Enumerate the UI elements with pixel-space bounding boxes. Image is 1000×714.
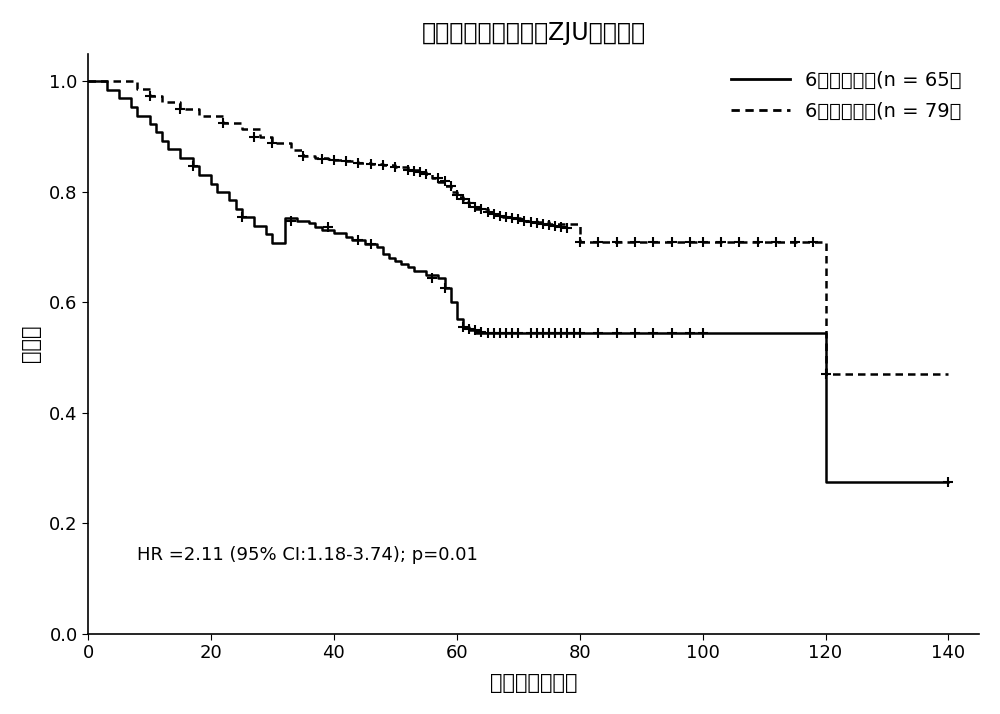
Y-axis label: 生存率: 生存率	[21, 325, 41, 363]
X-axis label: 生存时间（月）: 生存时间（月）	[490, 673, 577, 693]
Text: HR =2.11 (95% CI:1.18-3.74); p=0.01: HR =2.11 (95% CI:1.18-3.74); p=0.01	[137, 546, 478, 564]
Title: 非超突变型直肠癌（ZJU数据集）: 非超突变型直肠癌（ZJU数据集）	[422, 21, 646, 45]
Legend: 6基因突变组(n = 65）, 6基因野生组(n = 79）: 6基因突变组(n = 65）, 6基因野生组(n = 79）	[724, 64, 969, 129]
